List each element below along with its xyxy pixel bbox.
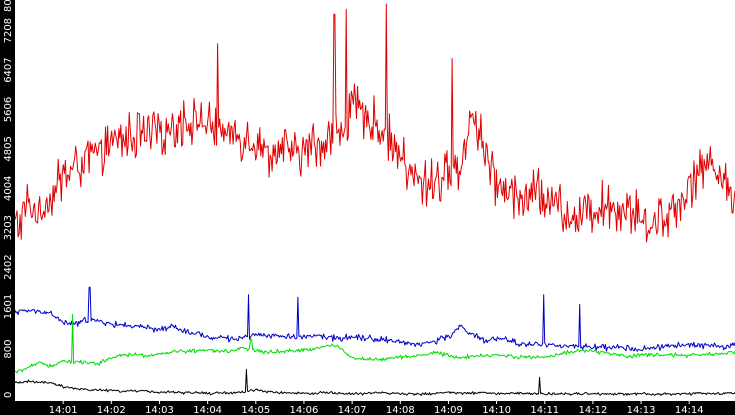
y-tick-label: 5606 [3, 97, 14, 122]
x-tick-label: 14:05 [241, 405, 270, 415]
x-tick-label: 14:09 [434, 405, 463, 415]
x-tick-label: 14:14 [675, 405, 704, 415]
x-tick-label: 14:12 [579, 405, 608, 415]
x-tick-label: 14:07 [338, 405, 367, 415]
y-axis-band [0, 0, 15, 415]
x-tick-label: 14:04 [193, 405, 222, 415]
y-tick-label: 6407 [3, 57, 14, 82]
y-tick-label: 8009 [3, 0, 14, 12]
x-tick-label: 14:03 [145, 405, 174, 415]
y-tick-label: 4004 [3, 176, 14, 201]
x-tick-label: 14:06 [290, 405, 319, 415]
y-axis-ticks: 0 800 1601 2402 3203 4004 4805 5606 6407 7208 8009 [3, 0, 14, 398]
y-tick-label: 800 [3, 340, 14, 359]
y-tick-label: 3203 [3, 215, 14, 240]
y-tick-label: 4805 [3, 136, 14, 161]
x-tick-label: 14:02 [97, 405, 126, 415]
x-tick-label: 14:08 [386, 405, 415, 415]
series-line-2 [14, 313, 735, 374]
x-tick-label: 14:11 [530, 405, 559, 415]
x-axis-ticks: 14:01 14:02 14:03 14:04 14:05 14:06 14:07 14:08… [49, 401, 704, 415]
series-line-3 [14, 369, 735, 396]
x-axis-band [0, 401, 735, 415]
series-layer [14, 3, 735, 396]
series-line-1 [14, 286, 735, 352]
y-tick-label: 1601 [3, 294, 14, 319]
x-tick-label: 14:01 [49, 405, 78, 415]
y-tick-label: 2402 [3, 254, 14, 279]
y-tick-label: 7208 [3, 18, 14, 43]
x-tick-label: 14:10 [482, 405, 511, 415]
y-tick-label: 0 [3, 392, 14, 398]
x-tick-label: 14:13 [627, 405, 656, 415]
series-line-0 [14, 3, 735, 243]
